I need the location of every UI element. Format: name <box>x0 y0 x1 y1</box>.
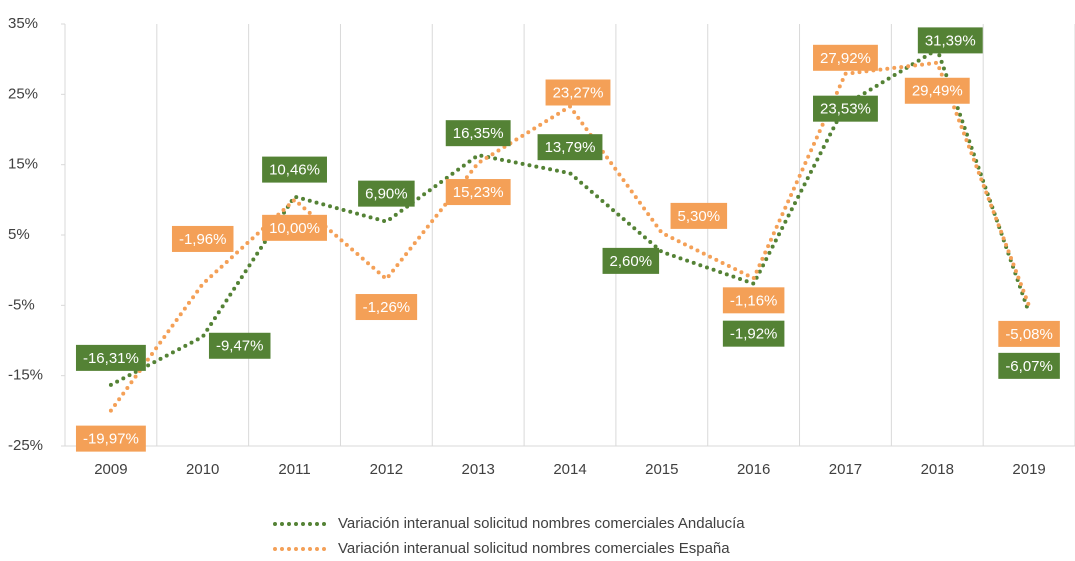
data-label-text: 23,27% <box>553 84 604 101</box>
data-label: 13,79% <box>537 134 603 161</box>
x-tick-label: 2011 <box>278 461 310 478</box>
data-label-bg <box>545 79 611 106</box>
y-tick-label: 15% <box>8 156 38 173</box>
data-label-bg <box>445 120 511 147</box>
data-label-bg <box>998 320 1060 347</box>
x-tick-label: 2009 <box>94 461 127 478</box>
data-label-bg <box>722 320 785 347</box>
data-label: 5,30% <box>670 202 728 229</box>
data-label-bg <box>355 294 418 321</box>
data-label: -1,96% <box>171 225 234 252</box>
y-tick-label: 5% <box>8 226 30 243</box>
x-tick-label: 2018 <box>921 461 954 478</box>
series-line <box>108 46 1032 387</box>
data-label: 6,90% <box>358 180 415 207</box>
data-label-bg <box>813 95 878 122</box>
y-tick-label: -5% <box>8 296 35 313</box>
data-label: 23,53% <box>813 95 878 122</box>
data-label: 16,35% <box>445 120 511 147</box>
data-label-text: 15,23% <box>453 184 504 201</box>
data-label-bg <box>722 287 785 314</box>
data-label-bg <box>998 352 1060 379</box>
data-label-bg <box>917 27 983 54</box>
data-label: -16,31% <box>75 344 146 371</box>
data-label-bg <box>75 344 146 371</box>
data-label: 10,46% <box>262 156 327 183</box>
data-label: -9,47% <box>208 332 271 359</box>
data-label-bg <box>208 332 271 359</box>
data-label-bg <box>358 180 415 207</box>
data-label-bg <box>904 77 970 104</box>
data-label-text: -5,08% <box>1005 326 1053 343</box>
data-label-text: 29,49% <box>912 83 963 100</box>
data-label: -19,97% <box>75 425 146 452</box>
data-label: 27,92% <box>813 44 878 71</box>
data-label-text: 31,39% <box>925 32 976 49</box>
data-label: 15,23% <box>445 179 511 206</box>
data-label: 29,49% <box>904 77 970 104</box>
data-label-text: -1,26% <box>363 299 411 316</box>
legend-label: Variación interanual solicitud nombres c… <box>338 515 745 532</box>
data-label-bg <box>445 179 511 206</box>
y-tick-label: 35% <box>8 15 38 32</box>
x-tick-label: 2019 <box>1012 461 1045 478</box>
data-label-bg <box>670 202 728 229</box>
data-label-text: -1,16% <box>730 292 778 309</box>
data-label-text: -1,92% <box>730 326 778 343</box>
data-label: -6,07% <box>998 352 1060 379</box>
data-label-bg <box>602 247 660 274</box>
data-label-bg <box>75 425 146 452</box>
data-label: 31,39% <box>917 27 983 54</box>
data-label-text: -16,31% <box>83 350 139 367</box>
data-label: 23,27% <box>545 79 611 106</box>
y-tick-label: -15% <box>8 367 43 384</box>
data-label-text: 6,90% <box>365 186 408 203</box>
data-label-text: 10,46% <box>269 162 320 179</box>
data-label-text: -6,07% <box>1005 358 1053 375</box>
x-tick-label: 2014 <box>553 461 586 478</box>
data-label-text: -1,96% <box>179 231 227 248</box>
data-label-bg <box>171 225 234 252</box>
data-label-text: 16,35% <box>453 125 504 142</box>
x-tick-label: 2012 <box>370 461 403 478</box>
data-label: -5,08% <box>998 320 1060 347</box>
legend-label: Variación interanual solicitud nombres c… <box>338 540 730 557</box>
y-tick-label: 25% <box>8 85 38 102</box>
y-tick-label: -25% <box>8 437 43 454</box>
x-tick-label: 2010 <box>186 461 219 478</box>
data-label-text: 23,53% <box>820 101 871 118</box>
data-label-text: -19,97% <box>83 431 139 448</box>
data-label-text: 10,00% <box>269 220 320 237</box>
x-tick-label: 2017 <box>829 461 862 478</box>
data-label: -1,16% <box>722 287 785 314</box>
data-label-bg <box>262 156 327 183</box>
data-label-text: 13,79% <box>545 139 596 156</box>
data-label: 2,60% <box>602 247 660 274</box>
data-label: 10,00% <box>262 214 327 241</box>
data-label-text: 2,60% <box>610 253 653 270</box>
x-tick-label: 2013 <box>461 461 494 478</box>
data-label-bg <box>262 214 327 241</box>
x-tick-label: 2016 <box>737 461 770 478</box>
data-label-text: 27,92% <box>820 50 871 67</box>
data-label-bg <box>537 134 603 161</box>
data-label-text: 5,30% <box>678 208 721 225</box>
data-label-bg <box>813 44 878 71</box>
x-tick-label: 2015 <box>645 461 678 478</box>
data-label: -1,92% <box>722 320 785 347</box>
data-label: -1,26% <box>355 294 418 321</box>
data-label-text: -9,47% <box>216 338 264 355</box>
